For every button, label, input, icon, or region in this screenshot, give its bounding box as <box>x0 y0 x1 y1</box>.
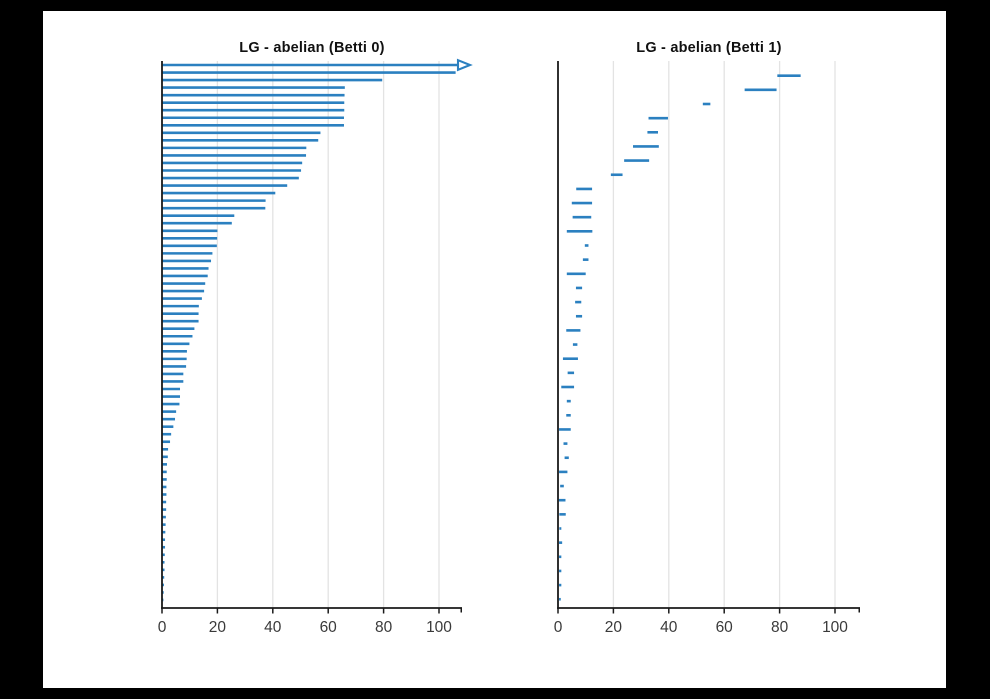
tick-label: 20 <box>605 619 623 636</box>
tick-label: 100 <box>822 619 848 636</box>
tick-label: 60 <box>320 619 338 636</box>
tick-label: 80 <box>375 619 393 636</box>
tick-label: 40 <box>660 619 678 636</box>
chart-group-1: 0 20 40 60 80 100 <box>554 61 860 636</box>
tick-label: 60 <box>716 619 734 636</box>
tick-label: 80 <box>771 619 789 636</box>
betti1-plot-title: LG - abelian (Betti 1) <box>636 40 782 56</box>
chart-group-0: 0 20 40 60 80 100 <box>158 58 473 636</box>
tick-label: 0 <box>158 619 167 636</box>
tick-label: 20 <box>209 619 227 636</box>
figure-canvas: LG - abelian (Betti 0) LG - abelian (Bet… <box>43 11 946 688</box>
betti0-plot-title: LG - abelian (Betti 0) <box>239 40 385 56</box>
tick-label: 0 <box>554 619 563 636</box>
infinity-arrow-icon <box>456 58 473 72</box>
barcode-figure: 0 20 40 60 80 100 0 20 40 60 80 100 <box>158 58 860 636</box>
tick-label: 100 <box>426 619 452 636</box>
tick-label: 40 <box>264 619 282 636</box>
